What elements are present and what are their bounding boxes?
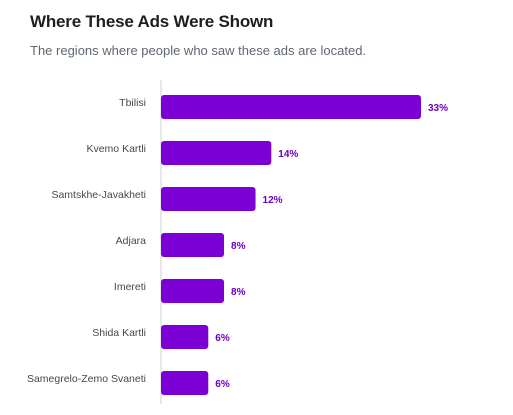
bar[interactable] [161,371,209,395]
bar[interactable] [161,233,225,257]
bar[interactable] [161,95,421,119]
category-label: Shida Kartli [92,327,146,339]
bar[interactable] [161,187,256,211]
chart-title: Where These Ads Were Shown [30,12,274,31]
category-label: Imereti [114,281,146,293]
value-label: 6% [215,379,230,390]
value-label: 14% [278,149,298,160]
bar[interactable] [161,141,272,165]
value-label: 12% [263,195,283,206]
value-label: 6% [215,333,230,344]
bar[interactable] [161,325,209,349]
category-label: Samtskhe-Javakheti [51,189,146,201]
value-label: 33% [428,103,448,114]
category-label: Samegrelo-Zemo Svaneti [27,373,146,385]
category-label: Adjara [116,235,147,247]
value-label: 8% [231,241,246,252]
chart-subtitle: The regions where people who saw these a… [30,43,367,58]
category-label: Tbilisi [119,97,146,109]
bar[interactable] [161,279,225,303]
value-label: 8% [231,287,246,298]
category-label: Kvemo Kartli [86,143,146,155]
